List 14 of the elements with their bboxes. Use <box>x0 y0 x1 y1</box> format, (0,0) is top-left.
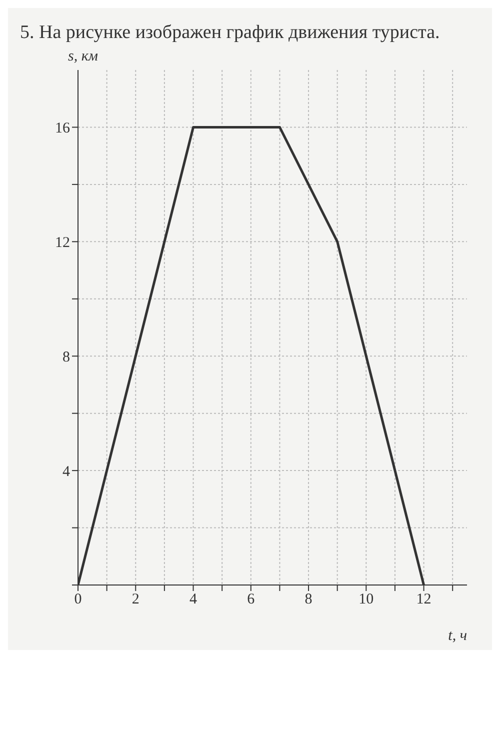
y-tick-label: 16 <box>55 120 70 137</box>
x-tick-label: 2 <box>132 592 140 608</box>
y-tick-label: 4 <box>62 464 70 480</box>
x-tick-label: 6 <box>247 592 256 608</box>
y-axis-title: s, км <box>68 48 98 65</box>
chart-title: 5. На рисунке изображен график движения туриста. <box>19 21 441 45</box>
y-tick-label: 12 <box>55 234 70 251</box>
x-tick-label: 8 <box>304 592 312 608</box>
y-tick-label: 8 <box>62 349 70 366</box>
x-tick-label: 10 <box>358 592 374 608</box>
x-tick-label: 12 <box>416 592 432 608</box>
x-axis-title: t, ч <box>448 628 467 644</box>
x-tick-label: 0 <box>74 592 82 608</box>
x-tick-label: 4 <box>190 592 198 608</box>
